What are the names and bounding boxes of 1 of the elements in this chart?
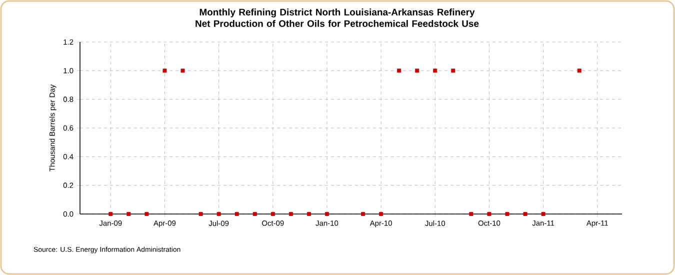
chart-title: Monthly Refining District North Louisiana-Arkansas Refinery Net Production of Other Oils for Petrochemical Feedstock Use bbox=[196, 8, 479, 27]
